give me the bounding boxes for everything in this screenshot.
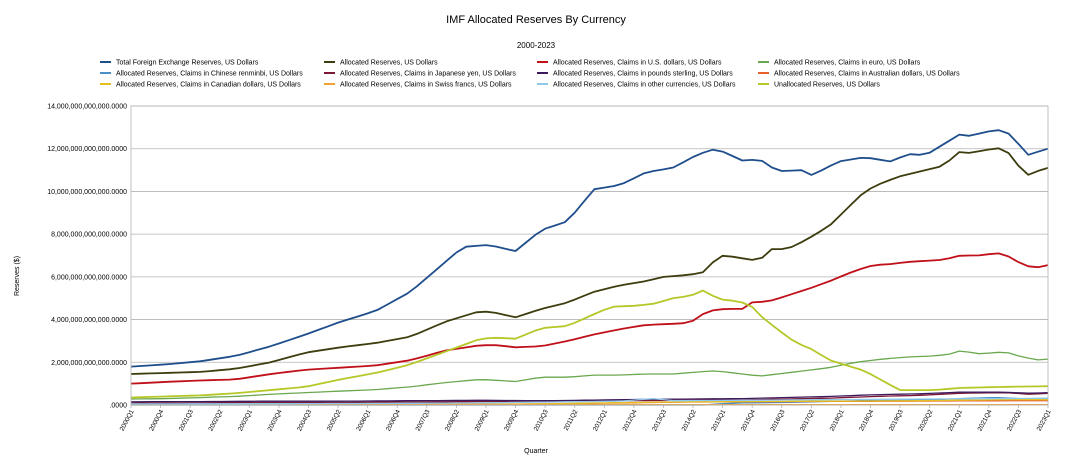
x-tick-label: 2003Q1 [237, 408, 254, 432]
y-tick-label: 10,000,000,000,000.0000 [47, 189, 127, 196]
legend-label: Unallocated Reserves, US Dollars [774, 82, 880, 89]
x-tick-label: 2000Q1 [119, 408, 136, 432]
series-lines [130, 129, 1049, 406]
legend-label: Total Foreign Exchange Reserves, US Doll… [116, 60, 259, 67]
chart-subtitle: 2000-2023 [517, 41, 556, 50]
x-tick-label: 2003Q4 [267, 408, 284, 432]
x-tick-label: 2019Q3 [888, 408, 905, 432]
chart-title: IMF Allocated Reserves By Currency [446, 14, 626, 26]
x-tick-label: 2004Q3 [296, 408, 313, 432]
x-tick-label: 2021Q1 [947, 408, 964, 432]
series-line-6 [131, 391, 1049, 403]
legend-label: Allocated Reserves, US Dollars [340, 60, 438, 67]
y-tick-label: 14,000,000,000,000.0000 [47, 104, 127, 111]
legend-label: Allocated Reserves, Claims in Chinese re… [116, 71, 303, 78]
y-axis-label: Reserves ($) [14, 256, 21, 296]
x-tick-label: 2007Q3 [415, 408, 432, 432]
gridlines [131, 105, 1048, 406]
x-axis-ticks: 2000Q1 2000Q4 2001Q3 2002Q2 2003Q1 2003Q4 2004… [119, 405, 1053, 432]
y-tick-label: 4,000,000,000,000.0000 [51, 317, 127, 324]
series-line-10 [131, 397, 1049, 405]
y-axis-ticks: .0000 2,000,000,000,000.0000 4,000,000,000… [47, 104, 127, 410]
series-line-2 [130, 252, 1049, 385]
x-tick-label: 2022Q3 [1006, 408, 1023, 432]
y-tick-label: 6,000,000,000,000.0000 [51, 274, 127, 281]
legend-label: Allocated Reserves, Claims in euro, US D… [774, 60, 921, 67]
x-tick-label: 2009Q4 [503, 408, 520, 432]
x-tick-label: 2023Q1 [1036, 408, 1053, 432]
legend-label: Allocated Reserves, Claims in other curr… [553, 82, 736, 89]
legend: Total Foreign Exchange Reserves, US Doll… [100, 60, 960, 89]
x-tick-label: 2009Q1 [474, 408, 491, 432]
x-tick-label: 2002Q2 [207, 408, 224, 432]
legend-label: Allocated Reserves, Claims in Australian… [774, 71, 960, 78]
legend-label: Allocated Reserves, Claims in Canadian d… [116, 82, 301, 89]
x-tick-label: 2011Q2 [563, 408, 580, 432]
x-tick-label: 2018Q1 [829, 408, 846, 432]
legend-label: Allocated Reserves, Claims in Swiss fran… [340, 82, 512, 89]
x-tick-label: 2014Q2 [681, 408, 698, 432]
series-line-3 [130, 350, 1049, 400]
x-tick-label: 2021Q4 [977, 408, 994, 432]
x-tick-label: 2012Q1 [592, 408, 609, 432]
y-tick-label: 2,000,000,000,000.0000 [51, 360, 127, 367]
x-tick-label: 2018Q4 [858, 408, 875, 432]
x-tick-label: 2010Q3 [533, 408, 550, 432]
x-tick-label: 2017Q2 [799, 408, 816, 432]
x-tick-label: 2012Q4 [622, 408, 639, 432]
x-tick-label: 2015Q1 [710, 408, 727, 432]
x-axis-label: Quarter [524, 448, 548, 455]
y-tick-label: 12,000,000,000,000.0000 [47, 146, 127, 153]
legend-label: Allocated Reserves, Claims in Japanese y… [340, 71, 516, 78]
y-tick-label: .0000 [109, 403, 127, 410]
x-tick-label: 2008Q2 [444, 408, 461, 432]
series-line-0 [130, 129, 1049, 368]
legend-label: Allocated Reserves, Claims in pounds ste… [553, 71, 733, 78]
legend-label: Allocated Reserves, Claims in U.S. dolla… [553, 60, 722, 67]
series-line-1 [130, 147, 1049, 375]
x-tick-label: 2015Q4 [740, 408, 757, 432]
x-tick-label: 2006Q1 [355, 408, 372, 432]
x-tick-label: 2000Q4 [148, 408, 165, 432]
x-tick-label: 2006Q4 [385, 408, 402, 432]
x-tick-label: 2016Q3 [769, 408, 786, 432]
x-tick-label: 2020Q2 [917, 408, 934, 432]
series-line-11 [130, 289, 1049, 399]
y-tick-label: 8,000,000,000,000.0000 [51, 232, 127, 239]
plot-area-frame [130, 105, 1049, 406]
x-tick-label: 2001Q3 [178, 408, 195, 432]
x-tick-label: 2005Q2 [326, 408, 343, 432]
x-tick-label: 2013Q3 [651, 408, 668, 432]
